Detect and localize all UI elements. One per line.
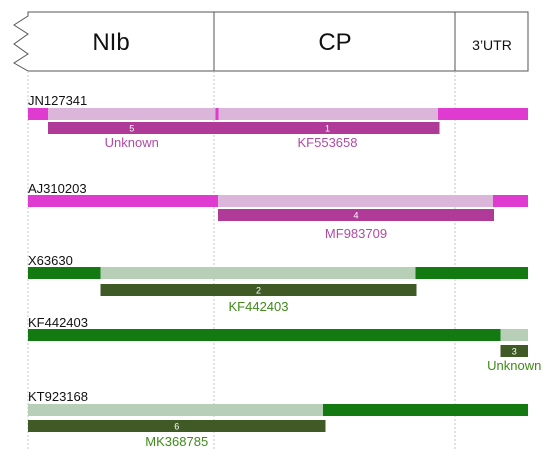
genome-band-light bbox=[218, 108, 438, 120]
genome-band-light bbox=[48, 108, 216, 120]
recombinant-number: 5 bbox=[129, 124, 134, 134]
genome-band-dark bbox=[215, 108, 219, 120]
recombinant-parent-label: Unknown bbox=[487, 358, 541, 373]
genome-band-dark bbox=[28, 267, 101, 279]
recombinant-bar bbox=[218, 209, 494, 221]
genome-band-light bbox=[500, 329, 528, 341]
genome-name: JN127341 bbox=[28, 93, 87, 108]
genome-band-dark bbox=[28, 108, 48, 120]
recombinant-number: 1 bbox=[325, 124, 330, 134]
genome-map: NIb CP 3’UTR bbox=[13, 11, 529, 72]
genome-band-dark bbox=[28, 329, 501, 341]
segment-nib-label: NIb bbox=[92, 29, 129, 56]
recombinant-number: 6 bbox=[174, 422, 179, 432]
boundary-guides bbox=[27, 71, 456, 450]
track-kt923168: KT923168 6 MK368785 bbox=[28, 389, 528, 449]
genome-band-light bbox=[218, 195, 493, 207]
genome-name: KF442403 bbox=[28, 315, 88, 330]
recombinant-bar bbox=[28, 420, 326, 432]
recombinant-parent-label: MK368785 bbox=[145, 434, 208, 449]
recombinant-number: 2 bbox=[256, 286, 261, 296]
track-x63630: X63630 2 KF442403 bbox=[28, 253, 528, 314]
track-bars: 4 MF983709 bbox=[28, 195, 528, 241]
recombinant-number: 4 bbox=[353, 211, 358, 221]
genome-map-outline bbox=[13, 11, 529, 72]
genome-name: AJ310203 bbox=[28, 181, 87, 196]
recombinant-number: 3 bbox=[512, 347, 517, 357]
recombinant-bar bbox=[48, 122, 216, 134]
recombinant-parent-label: Unknown bbox=[105, 135, 159, 150]
recombinant-parent-label: KF553658 bbox=[298, 135, 358, 150]
recombinant-parent-label: KF442403 bbox=[229, 299, 289, 314]
genome-band-dark bbox=[323, 404, 528, 416]
genome-band-dark bbox=[438, 108, 528, 120]
recombinant-bar bbox=[215, 122, 440, 134]
track-bars: 2 KF442403 bbox=[28, 267, 528, 314]
genome-band-dark bbox=[415, 267, 528, 279]
track-aj310203: AJ310203 4 MF983709 bbox=[28, 181, 528, 241]
genome-name: X63630 bbox=[28, 253, 73, 268]
genome-band-light bbox=[28, 404, 323, 416]
genome-band-dark bbox=[493, 195, 528, 207]
recombinant-parent-label: MF983709 bbox=[325, 226, 387, 241]
genome-band-light bbox=[100, 267, 416, 279]
recombinant-bar bbox=[100, 284, 417, 296]
track-bars: 6 MK368785 bbox=[28, 404, 528, 449]
genome-band-dark bbox=[28, 195, 218, 207]
recombinant-bar bbox=[500, 345, 528, 357]
genome-name: KT923168 bbox=[28, 389, 88, 404]
segment-cp-label: CP bbox=[318, 29, 351, 56]
segment-utr-label: 3’UTR bbox=[472, 37, 512, 53]
